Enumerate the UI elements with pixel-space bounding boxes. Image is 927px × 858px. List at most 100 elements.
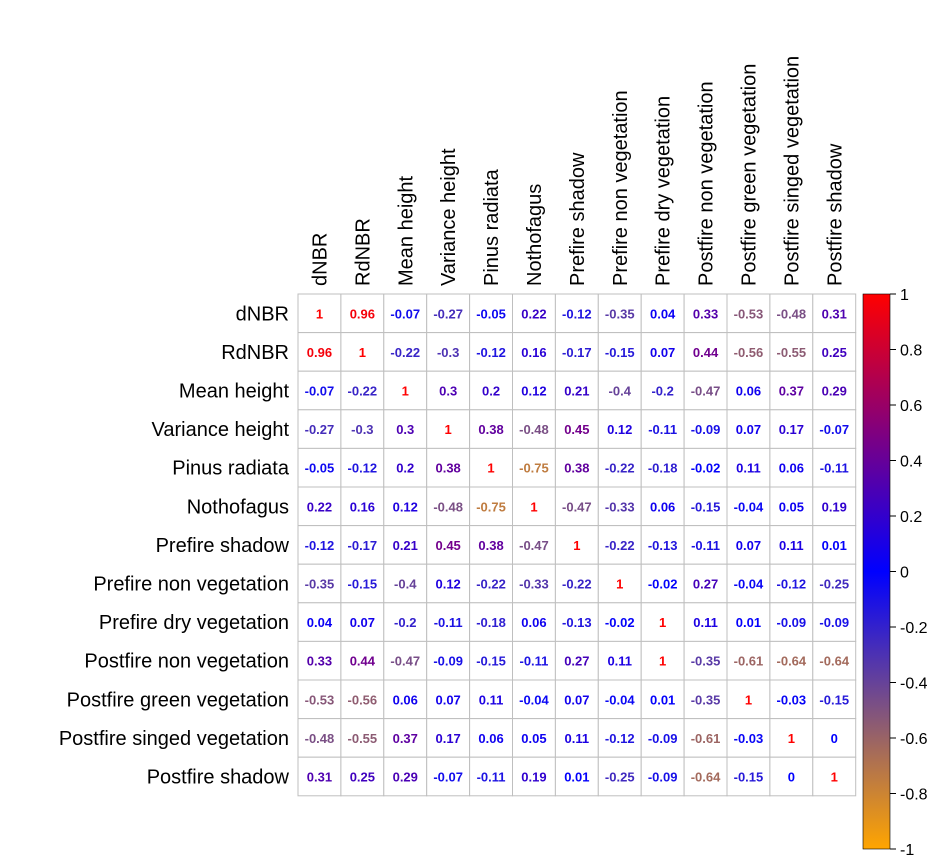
grid-cell: [340, 640, 385, 681]
cell-value: 1: [316, 306, 323, 321]
cell-value: 0.06: [779, 461, 804, 476]
grid-cell: [469, 486, 514, 527]
cell-value: -0.3: [351, 422, 373, 437]
grid-cell: [726, 525, 771, 565]
cell-value: -0.09: [648, 731, 678, 746]
grid-cell: [512, 332, 556, 372]
cell-value: 1: [530, 499, 537, 514]
grid-cell: [769, 679, 814, 720]
grid-cell: [297, 293, 342, 334]
cell-value: -0.27: [305, 422, 335, 437]
cell-value: 0.06: [393, 692, 418, 707]
grid-cell: [512, 718, 556, 758]
cell-value: 0.11: [693, 615, 718, 630]
cell-value: 1: [659, 654, 666, 669]
cell-value: 1: [616, 577, 623, 592]
grid-cell: [640, 486, 685, 527]
cell-value: 0.01: [650, 692, 675, 707]
cell-value: 0.11: [479, 692, 504, 707]
cell-value: -0.02: [691, 461, 721, 476]
grid-cell: [512, 409, 556, 449]
cell-value: 0.06: [736, 384, 761, 399]
cell-value: -0.61: [691, 731, 721, 746]
cell-value: 0.19: [822, 499, 847, 514]
grid-cell: [469, 640, 514, 681]
grid-cell: [597, 602, 642, 642]
grid-cell: [512, 640, 556, 681]
cell-value: 0.44: [693, 345, 719, 360]
cell-value: 1: [359, 345, 366, 360]
grid-cell: [426, 756, 471, 797]
cell-value: -0.15: [605, 345, 635, 360]
grid-cell: [769, 718, 814, 758]
cell-value: -0.22: [562, 577, 592, 592]
cell-value: 0.06: [478, 731, 503, 746]
grid-cell: [426, 640, 471, 681]
cell-value: 0.38: [435, 461, 460, 476]
cell-value: 0.29: [822, 384, 847, 399]
grid-cell: [340, 293, 385, 334]
grid-cell: [554, 525, 599, 565]
cell-value: -0.55: [348, 731, 378, 746]
cell-value: 0.31: [307, 770, 332, 785]
column-label: Postfire shadow: [824, 143, 846, 286]
legend-tick-label: 1: [900, 287, 909, 304]
grid-cell: [426, 602, 471, 642]
cell-value: 0.16: [350, 499, 375, 514]
row-label: Mean height: [179, 381, 290, 403]
grid-cell: [640, 679, 685, 720]
cell-value: 0.04: [307, 615, 333, 630]
grid-cell: [812, 447, 857, 488]
cell-value: -0.15: [819, 692, 849, 707]
grid-cell: [383, 409, 428, 449]
cell-value: -0.64: [691, 770, 721, 785]
grid-cell: [383, 602, 428, 642]
cell-value: 0.96: [350, 306, 375, 321]
cell-value: 0.12: [393, 499, 418, 514]
grid-cell: [769, 602, 814, 642]
cell-value: 0.29: [393, 770, 418, 785]
cell-value: -0.25: [605, 770, 635, 785]
grid-cell: [597, 332, 642, 372]
cell-value: 0.33: [307, 654, 332, 669]
column-label: Nothofagus: [524, 184, 546, 286]
cell-value: -0.15: [348, 577, 378, 592]
grid-cell: [554, 640, 599, 681]
cell-value: 0.45: [435, 538, 460, 553]
column-label: Prefire dry vegetation: [653, 96, 675, 286]
cell-value: -0.48: [305, 731, 335, 746]
cell-value: -0.05: [476, 306, 506, 321]
cell-value: 0.37: [393, 731, 418, 746]
row-label: Postfire non vegetation: [84, 651, 289, 673]
grid-cell: [726, 563, 771, 604]
legend-tick-label: -1: [900, 842, 914, 858]
grid-cell: [597, 409, 642, 449]
grid-cell: [340, 679, 385, 720]
cell-value: 0.2: [482, 384, 500, 399]
grid-cell: [469, 370, 514, 411]
grid-cell: [512, 563, 556, 604]
color-legend: 1 0.8 0.6 0.4 0.2 0 -0.2 -0.4 -0.6 -0.8 -1: [862, 287, 927, 858]
cell-value: -0.12: [605, 731, 635, 746]
grid-cell: [554, 486, 599, 527]
grid-cell: [812, 563, 857, 604]
grid-cell: [426, 718, 471, 758]
cell-value: -0.07: [390, 306, 420, 321]
cell-values: 1 0.96 -0.07 -0.27 -0.05 0.22 -0.12 -0.35 0.04 0.…: [305, 306, 850, 784]
cell-value: -0.22: [605, 538, 635, 553]
cell-value: 0.01: [822, 538, 847, 553]
cell-value: 0.38: [478, 422, 503, 437]
column-label: Postfire singed vegetation: [781, 56, 803, 286]
grid-cell: [340, 447, 385, 488]
cell-value: 0.01: [564, 770, 589, 785]
grid-cell: [297, 486, 342, 527]
cell-value: 0.22: [521, 306, 546, 321]
cell-value: 0.07: [736, 538, 761, 553]
cell-value: -0.56: [348, 692, 378, 707]
cell-value: 0.04: [650, 306, 676, 321]
grid-cell: [683, 409, 728, 449]
cell-value: 0.17: [779, 422, 804, 437]
cell-value: 0.2: [396, 461, 414, 476]
